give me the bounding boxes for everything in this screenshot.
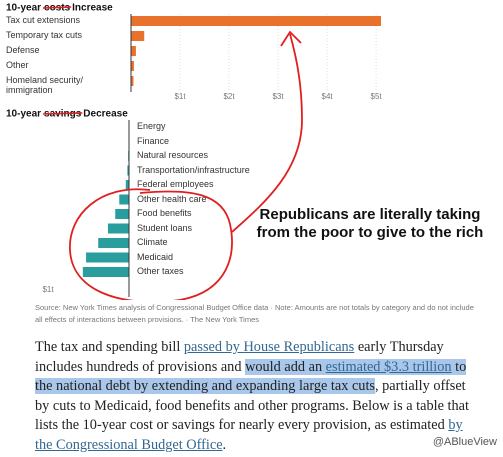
arrow-head [280,30,302,47]
handwritten-title: Decrease [83,109,128,120]
bar [131,31,145,41]
category-label: Other health care [137,193,207,204]
category-label: Finance [137,135,170,146]
category-text: Homeland security/ immigration [6,75,84,95]
strike [43,112,83,115]
category-label: Natural resources [137,150,209,160]
chart-title: 10-year [6,109,41,120]
source-note: Source: New York Times analysis of Congr… [35,303,474,324]
category-text: Defense [6,45,40,55]
category-text: Transportation/infrastructure [137,164,250,175]
article-span: would add an [245,358,326,375]
category-text: Student loans [137,222,193,233]
category-label: Energy [137,121,166,131]
bar [131,61,134,71]
chart-title: 10-year [6,3,41,14]
annotation-line: from the poor to give to the rich [257,224,484,241]
article-link[interactable]: by the Congressional Budget Office [35,417,463,453]
bar [107,223,129,234]
article-span: . [222,436,227,453]
category-text: Other health care [137,193,207,204]
annotation-line: Republicans are literally taking [260,206,481,223]
hand-arrow [231,33,303,233]
x-tick-label: $5t [371,92,383,101]
bar [131,46,136,56]
article-link[interactable]: estimated $3.3 trillion [325,358,452,375]
article-link[interactable]: passed by House Republicans [183,339,355,355]
article-text: The tax and spending bill passed by Hous… [35,338,475,455]
x-tick-label: $2t [223,92,235,101]
category-text: Other taxes [137,266,184,276]
category-label: Other taxes [137,266,184,276]
article-span: , partially offset by cuts to Medicaid, … [35,378,469,433]
category-label: Food benefits [137,208,192,218]
category-text: Other [6,60,29,70]
article-span: early Thursday includes hundreds of prov… [35,339,444,375]
category-label: Other [6,60,29,70]
category-label: Climate [137,237,168,247]
category-label: Tax cut extensions [6,15,81,25]
category-text: Energy [137,121,166,131]
category-text: Temporary tax cuts [6,30,83,40]
category-text: Federal employees [137,179,214,189]
category-text: Natural resources [137,150,209,160]
category-label: Student loans [137,222,193,233]
category-label: Medicaid [137,251,174,262]
category-label: Federal employees [137,179,214,189]
x-tick-label: $1t [174,92,186,101]
watermark: @ABlueView [432,436,497,448]
bar [98,238,129,248]
category-label: Transportation/infrastructure [137,164,250,175]
handwritten-title: Increase [72,3,113,14]
bar [82,267,129,277]
strike [43,6,72,9]
category-label: Defense [6,45,40,55]
category-text: Climate [137,237,168,247]
article-span: The tax and spending bill [35,339,184,355]
bar [86,252,129,263]
category-label: Homeland security/ immigration [6,75,84,95]
x-tick-label: $3t [272,92,284,101]
category-text: Medicaid [137,251,174,262]
bar [131,16,381,26]
category-text: Tax cut extensions [6,15,81,25]
x-tick-label: $4t [322,92,334,101]
bar [131,76,134,86]
hand-circle [69,188,233,300]
bar [119,194,129,205]
category-label: Temporary tax cuts [6,30,83,40]
bar [115,209,129,219]
category-text: Food benefits [137,208,192,218]
category-text: Finance [137,135,170,146]
bar [127,165,129,176]
bar [125,180,129,190]
x-tick-label: $1t [42,285,54,294]
